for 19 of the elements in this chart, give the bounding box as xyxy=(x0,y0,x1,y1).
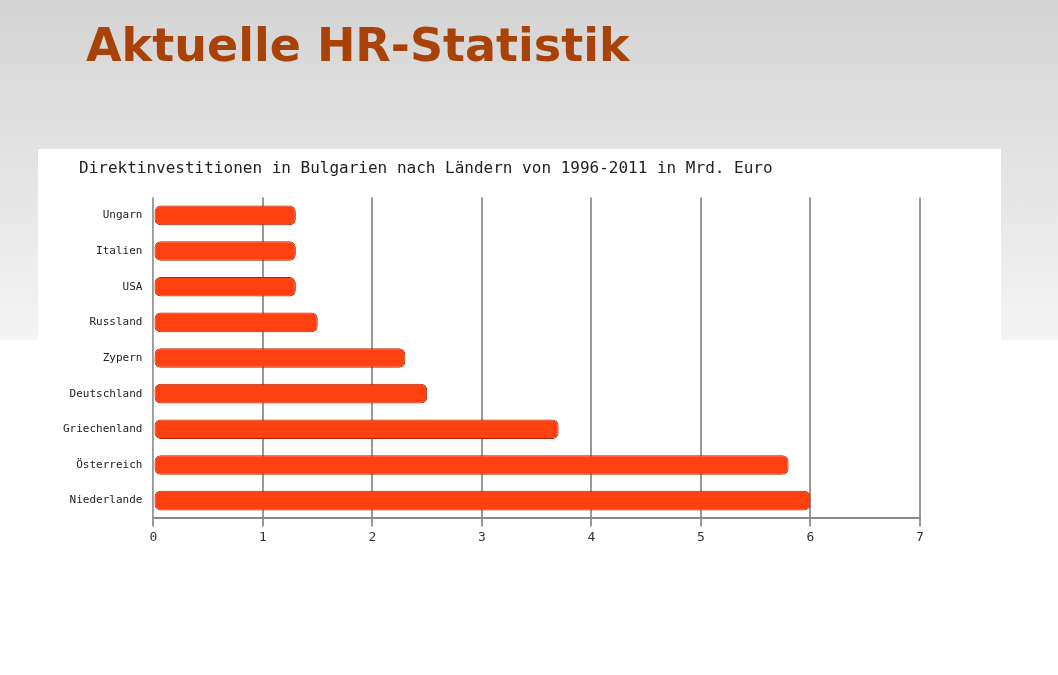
y-tick-label: USA xyxy=(122,279,143,293)
x-tick-label: 4 xyxy=(587,528,596,544)
y-tick-label: Ungarn xyxy=(102,208,143,222)
x-tick-label: 7 xyxy=(916,528,924,544)
y-tick-label: Zypern xyxy=(102,350,143,364)
x-tick-label: 2 xyxy=(368,528,377,544)
y-tick-label: Russland xyxy=(89,315,143,329)
y-tick-label: Italien xyxy=(96,243,143,257)
y-tick-label: Österreich xyxy=(76,457,143,471)
x-tick-label: 3 xyxy=(478,528,486,544)
x-tick-label: 1 xyxy=(259,528,267,544)
x-tick-label: 0 xyxy=(149,528,158,544)
y-tick-label: Griechenland xyxy=(62,422,143,436)
y-tick-label: Deutschland xyxy=(69,386,143,400)
x-tick-label: 5 xyxy=(697,528,705,544)
y-tick-label: Niederlande xyxy=(69,493,143,507)
chart-title: Aktuelle HR-Statistik xyxy=(86,18,630,72)
x-tick-label: 6 xyxy=(806,528,815,544)
chart-subtitle: Direktinvestitionen in Bulgarien nach Ländern von 1996-2011 in Mrd. Euro xyxy=(79,158,773,177)
